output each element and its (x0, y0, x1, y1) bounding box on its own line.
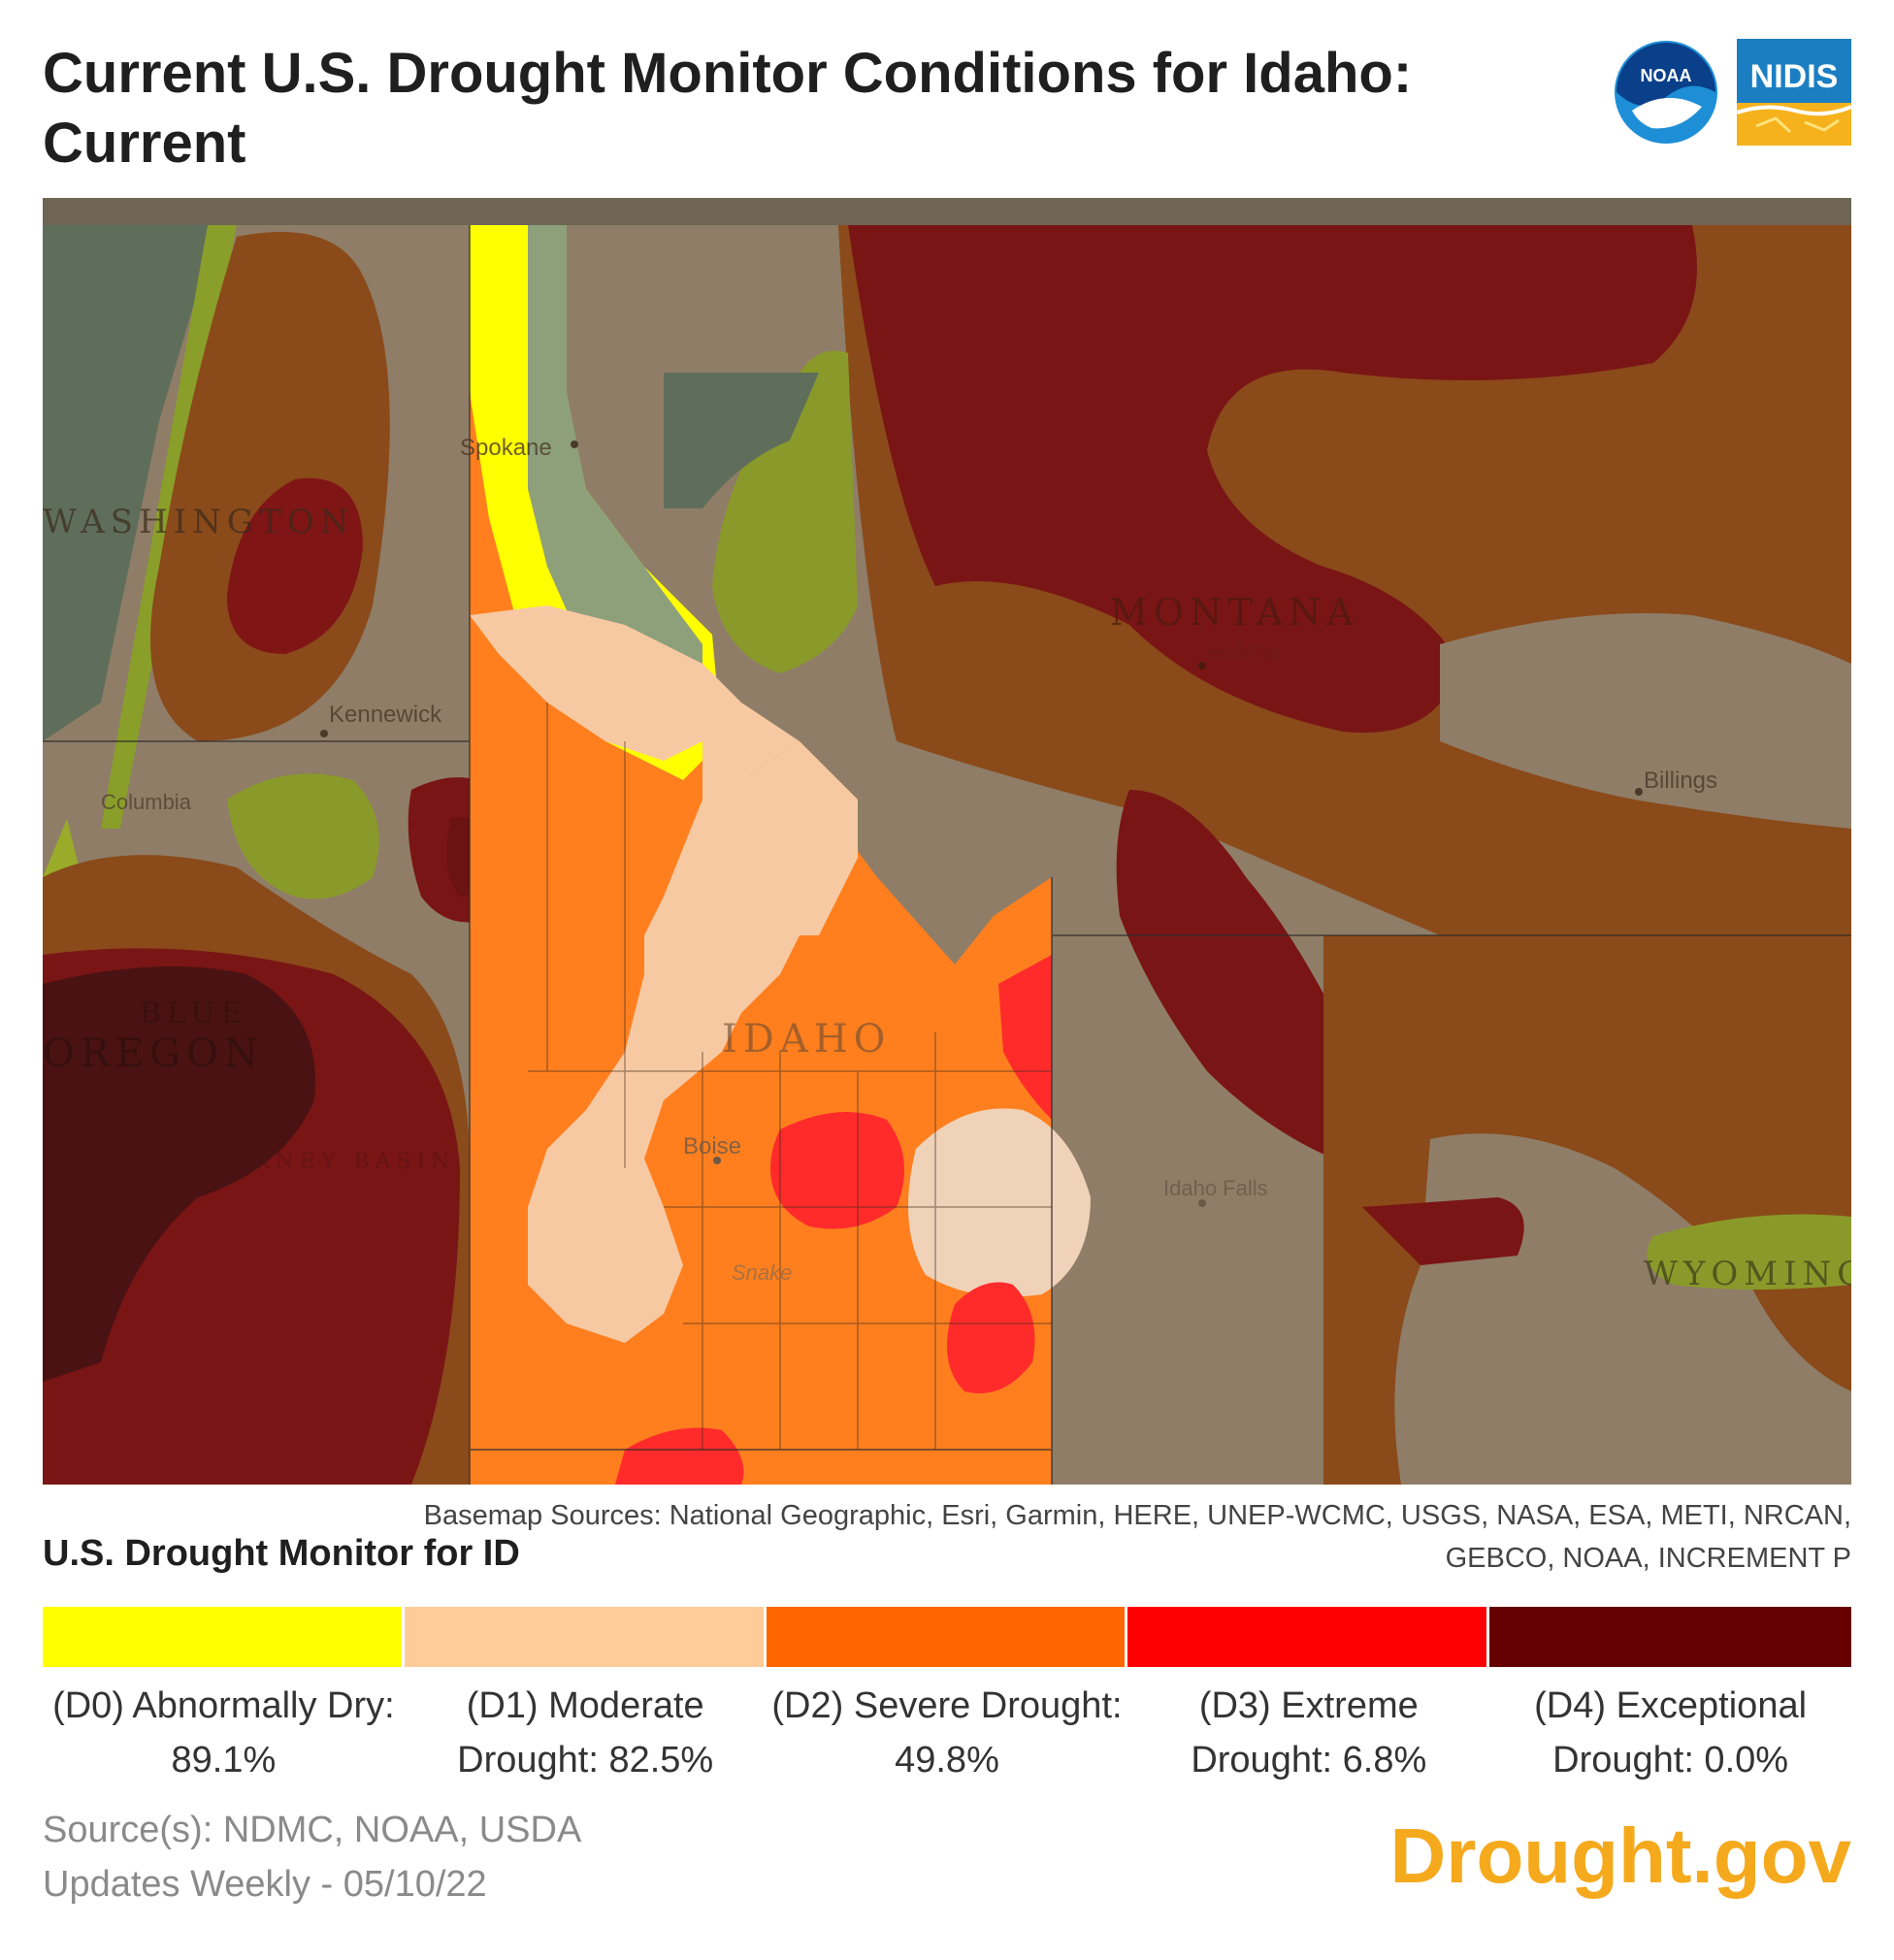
drought-legend: (D0) Abnormally Dry: 89.1% (D1) Moderate… (43, 1607, 1851, 1787)
legend-item-d3[interactable]: (D3) Extreme Drought: 6.8% (1127, 1607, 1490, 1787)
sources-text: Source(s): NDMC, NOAA, USDA (43, 1810, 582, 1850)
noaa-logo-text: NOAA (1641, 66, 1692, 85)
city-dot-helena (1198, 662, 1206, 670)
nidis-logo-text: NIDIS (1750, 58, 1839, 95)
state-borders (43, 225, 1851, 1485)
d0-region-montana (712, 350, 858, 673)
d3-region-montana-sw (1116, 790, 1362, 1159)
legend-item-d2[interactable]: (D2) Severe Drought: 49.8% (766, 1607, 1128, 1787)
legend-swatch-d3 (1127, 1607, 1490, 1667)
label-wyoming: WYOMING (1644, 1255, 1851, 1293)
legend-item-d1[interactable]: (D1) Moderate Drought: 82.5% (404, 1607, 767, 1787)
legend-label-d3: (D3) Extreme Drought: 6.8% (1191, 1685, 1427, 1780)
label-oregon: OREGON (43, 1031, 264, 1076)
legend-swatch-d0 (43, 1607, 405, 1667)
forest-region-west (43, 225, 217, 741)
d3-region-washington (227, 477, 363, 654)
drought-map-svg: WASHINGTON OREGON BLUE MONTANA WYOMING I… (43, 198, 1851, 1485)
drought-gov-link[interactable]: Drought.gov (1389, 1813, 1851, 1899)
label-montana: MONTANA (1110, 591, 1359, 634)
legend-item-d4[interactable]: (D4) Exceptional Drought: 0.0% (1489, 1607, 1851, 1787)
label-harney-basin: HARNEY BASIN (208, 1150, 456, 1174)
update-date-text: Updates Weekly - 05/10/22 (43, 1864, 487, 1905)
d3-region-montana (848, 225, 1697, 734)
idaho-d3-southeast (947, 1282, 1035, 1393)
city-dot-billings (1635, 788, 1643, 796)
d0-region-columbia (227, 773, 379, 899)
label-snake: Snake (732, 1260, 792, 1285)
page-title: Current U.S. Drought Monitor Conditions … (43, 42, 1413, 175)
idaho-d3-central (770, 1112, 904, 1229)
label-kennewick: Kennewick (329, 702, 442, 728)
city-dot-boise (713, 1157, 721, 1164)
legend-label-d4: (D4) Exceptional Drought: 0.0% (1534, 1685, 1808, 1780)
legend-swatch-d2 (766, 1607, 1128, 1667)
legend-label-d0: (D0) Abnormally Dry: 89.1% (52, 1685, 395, 1780)
legend-swatch-d1 (404, 1607, 767, 1667)
d3-region-wyoming (1362, 1197, 1524, 1265)
nidis-logo[interactable]: NIDIS (1737, 39, 1851, 146)
drought-map[interactable]: WASHINGTON OREGON BLUE MONTANA WYOMING I… (43, 198, 1851, 1485)
legend-swatch-d4 (1489, 1607, 1851, 1667)
label-idaho-falls: Idaho Falls (1163, 1176, 1268, 1200)
idaho-d1-north (702, 741, 858, 935)
legend-item-d0[interactable]: (D0) Abnormally Dry: 89.1% (43, 1607, 405, 1787)
basemap-credit: Basemap Sources: National Geographic, Es… (423, 1500, 1851, 1574)
legend-title: U.S. Drought Monitor for ID (43, 1533, 520, 1574)
idaho-panhandle-forest (528, 225, 702, 722)
city-dot-idaho-falls (1198, 1199, 1206, 1207)
idaho-d1-idaho-falls (908, 1108, 1091, 1297)
label-columbia: Columbia (101, 790, 192, 814)
label-idaho: IDAHO (722, 1017, 891, 1062)
city-dot-spokane (571, 441, 578, 448)
legend-label-d2: (D2) Severe Drought: 49.8% (771, 1685, 1123, 1780)
label-helena: Helena (1207, 639, 1282, 666)
label-spokane: Spokane (460, 435, 552, 461)
source-info: Source(s): NDMC, NOAA, USDA Updates Week… (43, 1803, 581, 1911)
d4-region-oregon (43, 966, 316, 1382)
city-dot-kennewick (320, 730, 328, 737)
label-washington: WASHINGTON (43, 503, 354, 541)
idaho-d3-east (998, 955, 1052, 1120)
map-top-strip (43, 198, 1851, 225)
county-lines (528, 702, 1052, 1450)
d0-region-wyoming (1647, 1214, 1851, 1290)
label-blue: BLUE (140, 996, 248, 1030)
idaho-d3-south (615, 1427, 744, 1485)
noaa-logo[interactable]: NOAA (1613, 39, 1719, 146)
logo-group: NOAA NIDIS (1613, 39, 1851, 146)
none-region-billings (1440, 613, 1851, 829)
legend-label-d1: (D1) Moderate Drought: 82.5% (457, 1685, 714, 1780)
label-boise: Boise (683, 1133, 741, 1160)
forest-region-montana (664, 373, 819, 508)
label-billings: Billings (1644, 768, 1717, 794)
